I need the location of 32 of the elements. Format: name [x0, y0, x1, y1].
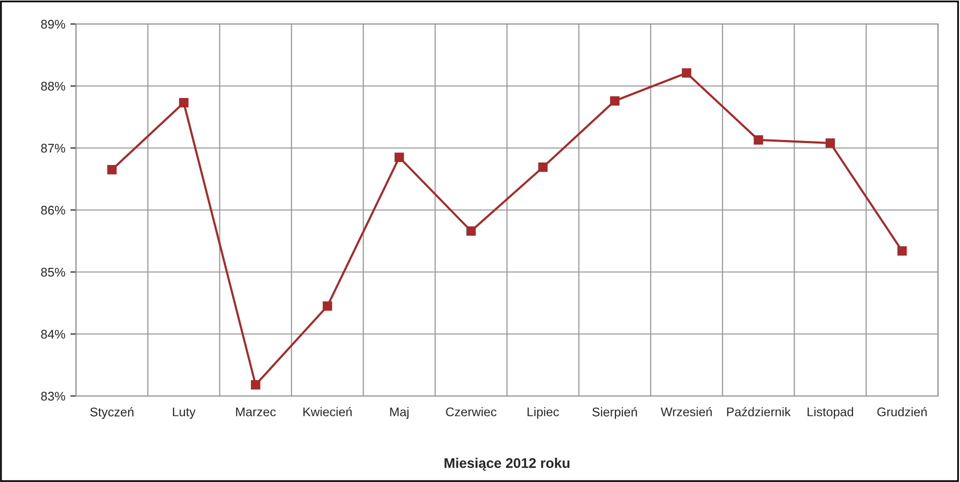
y-tick-label: 88% [41, 82, 66, 91]
point [682, 68, 692, 78]
y-tick-label: 86% [41, 206, 66, 215]
x-tick-label: Wrzesień [660, 406, 712, 416]
y-tick-label: 84% [41, 330, 66, 339]
x-tick-label: Lipiec [528, 407, 559, 419]
y-tick-label: 83% [41, 392, 66, 401]
x-tick-label: Sierpień [592, 407, 637, 419]
x-tick-label: Marzec [236, 408, 276, 416]
point [754, 135, 764, 145]
x-tick-label: Listopad [808, 407, 854, 419]
point [250, 380, 260, 390]
point [538, 162, 548, 172]
x-tick-label: Maj [390, 407, 408, 419]
x-axis-title: Miesiące 2012 roku [444, 458, 570, 471]
point [394, 152, 404, 162]
y-tick-label: 87% [41, 144, 66, 153]
point [826, 138, 835, 148]
point [179, 98, 188, 108]
x-tick-label: Grudzień [877, 406, 927, 416]
point [466, 226, 476, 236]
x-tick-label: Kwiecień [303, 406, 352, 416]
point [610, 96, 620, 106]
point [107, 165, 117, 174]
x-tick-label: Styczeń [90, 407, 134, 419]
point [897, 246, 907, 256]
y-tick-label: 89% [41, 20, 66, 29]
y-tick-label: 85% [41, 268, 66, 277]
x-tick-label: Czerwiec [446, 407, 496, 416]
point [322, 301, 332, 311]
x-tick-label: Październik [727, 406, 791, 416]
x-tick-label: Luty [172, 408, 196, 419]
